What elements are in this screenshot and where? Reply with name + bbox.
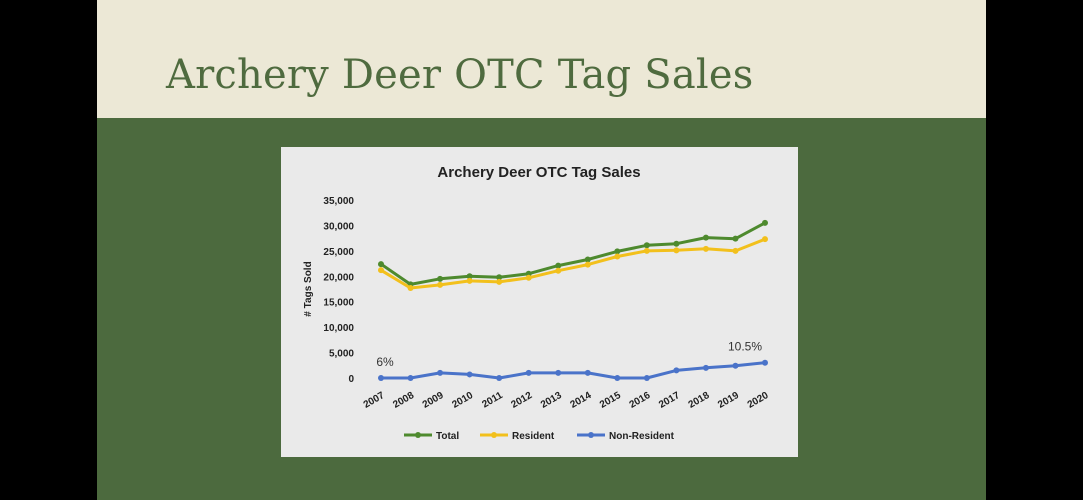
series-line-resident — [379, 237, 767, 290]
data-point-total — [673, 240, 680, 247]
x-tick-label: 2019 — [716, 390, 741, 411]
y-tick-label: 35,000 — [323, 196, 354, 207]
x-tick-label: 2013 — [539, 390, 564, 411]
data-point-resident — [378, 267, 384, 274]
data-point-non-resident — [437, 369, 444, 376]
data-point-non-resident — [378, 375, 384, 381]
data-point-non-resident — [407, 375, 414, 381]
data-point-total — [496, 274, 503, 281]
legend-label: Resident — [512, 431, 555, 442]
x-tick-label: 2018 — [687, 390, 712, 411]
series-line-total — [379, 221, 767, 286]
y-tick-label: 20,000 — [323, 272, 354, 283]
data-point-total — [437, 275, 444, 282]
data-point-non-resident — [673, 367, 680, 374]
x-tick-label: 2009 — [421, 390, 446, 411]
x-tick-label: 2012 — [509, 390, 534, 411]
y-tick-label: 15,000 — [323, 298, 354, 309]
line-chart: Archery Deer OTC Tag Sales # Tags Sold 0 5,… — [303, 164, 771, 442]
data-point-total — [584, 256, 591, 263]
data-point-non-resident — [584, 369, 591, 376]
chart-card: Archery Deer OTC Tag Sales # Tags Sold 0 5,… — [281, 147, 798, 457]
x-tick-label: 2016 — [628, 390, 653, 411]
data-point-total — [614, 248, 621, 255]
data-point-total — [555, 262, 562, 269]
legend-label: Non-Resident — [609, 431, 675, 442]
data-point-resident — [407, 284, 414, 291]
data-point-non-resident — [762, 359, 768, 366]
x-tick-label: 2007 — [362, 390, 387, 411]
data-point-total — [466, 273, 473, 280]
data-point-non-resident — [732, 362, 739, 369]
slide-title: Archery Deer OTC Tag Sales — [166, 52, 754, 98]
slide: Archery Deer OTC Tag Sales Archery Deer … — [97, 0, 986, 500]
data-point-resident — [673, 247, 680, 254]
data-point-total — [643, 242, 650, 249]
legend-label: Total — [436, 431, 459, 442]
data-point-total — [732, 235, 739, 242]
data-point-non-resident — [466, 371, 473, 378]
x-tick-label: 2010 — [450, 390, 475, 411]
data-point-resident — [762, 236, 768, 243]
x-tick-label: 2017 — [657, 390, 682, 411]
data-point-non-resident — [525, 369, 532, 376]
data-point-total — [378, 261, 384, 268]
data-point-resident — [555, 267, 562, 274]
x-tick-label: 2014 — [569, 390, 594, 411]
data-point-total — [762, 219, 768, 226]
data-annotation: 6% — [376, 355, 394, 369]
x-tick-label: 2020 — [746, 390, 771, 411]
data-point-resident — [614, 253, 621, 260]
data-point-non-resident — [496, 375, 503, 381]
slide-header: Archery Deer OTC Tag Sales — [97, 0, 986, 118]
data-point-non-resident — [614, 375, 621, 381]
legend-marker — [491, 432, 497, 438]
x-tick-label: 2015 — [598, 390, 623, 411]
data-annotation: 10.5% — [728, 340, 762, 354]
y-tick-label: 5,000 — [329, 349, 354, 360]
y-tick-label: 10,000 — [323, 323, 354, 334]
data-point-resident — [702, 245, 709, 252]
data-point-resident — [496, 278, 503, 285]
y-tick-label: 30,000 — [323, 221, 354, 232]
x-tick-label: 2011 — [480, 390, 505, 411]
legend-marker — [415, 432, 421, 438]
data-point-non-resident — [702, 364, 709, 371]
series-line-non-resident — [379, 361, 767, 380]
data-point-total — [702, 234, 709, 241]
data-point-resident — [732, 247, 739, 254]
legend-marker — [588, 432, 594, 438]
x-tick-label: 2008 — [391, 390, 416, 411]
chart-title: Archery Deer OTC Tag Sales — [437, 164, 640, 181]
data-point-resident — [643, 247, 650, 254]
y-tick-label: 25,000 — [323, 247, 354, 258]
data-point-resident — [584, 261, 591, 268]
y-tick-label: 0 — [348, 374, 354, 385]
data-point-resident — [466, 277, 473, 284]
data-point-resident — [525, 274, 532, 281]
y-axis-title: # Tags Sold — [303, 261, 314, 316]
data-point-non-resident — [643, 375, 650, 381]
data-point-non-resident — [555, 369, 562, 376]
data-point-resident — [437, 281, 444, 288]
